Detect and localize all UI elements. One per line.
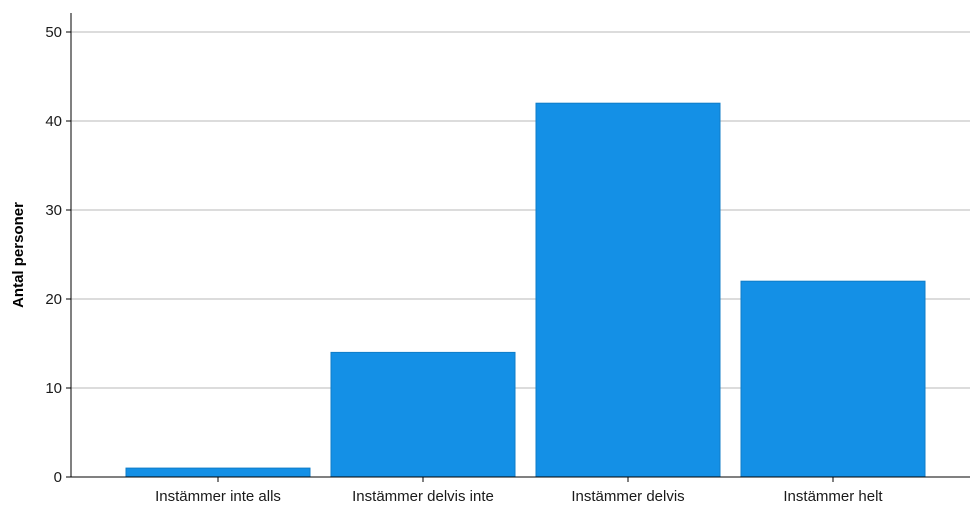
y-tick-labels: 0 10 20 30 40 50 xyxy=(45,24,71,486)
axes xyxy=(70,13,970,478)
x-category-label: Instämmer delvis inte xyxy=(352,488,494,505)
bar xyxy=(740,280,926,478)
y-tick-label: 0 xyxy=(54,469,62,486)
y-tick-label: 20 xyxy=(45,291,62,308)
y-tick-label: 40 xyxy=(45,113,62,130)
x-category-label: Instämmer delvis xyxy=(571,488,684,505)
y-tick-label: 10 xyxy=(45,380,62,397)
x-category-label: Instämmer inte alls xyxy=(155,488,281,505)
y-tick-label: 50 xyxy=(45,24,62,41)
y-axis-title: Antal personer xyxy=(10,202,27,308)
bar xyxy=(330,351,516,478)
bar xyxy=(535,102,721,478)
bars xyxy=(125,102,926,478)
bar xyxy=(125,467,311,478)
x-category-labels: Instämmer inte alls Instämmer delvis inte… xyxy=(155,477,883,505)
x-category-label: Instämmer helt xyxy=(783,488,883,505)
y-tick-label: 30 xyxy=(45,202,62,219)
